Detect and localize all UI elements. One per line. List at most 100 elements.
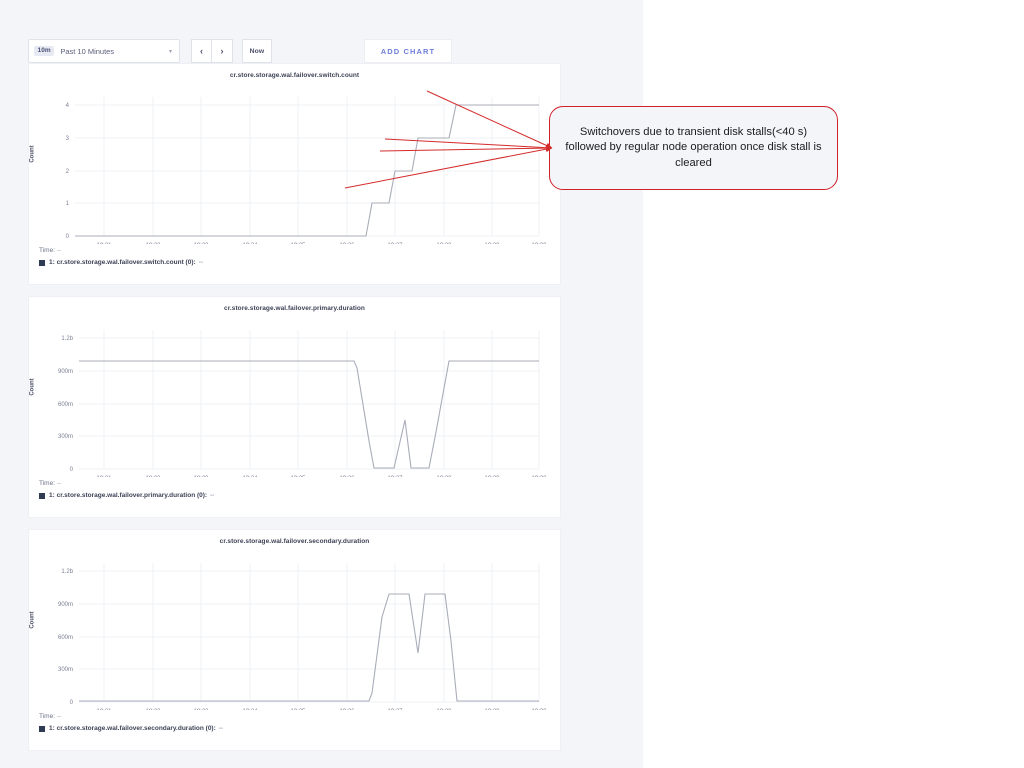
x-tick-labels: 19:21 19:22 19:23 19:24 19:25 19:26 19:2…	[96, 243, 547, 244]
svg-text:19:30: 19:30	[531, 709, 547, 710]
plot-area[interactable]: Count	[29, 545, 562, 710]
svg-text:19:23: 19:23	[193, 709, 209, 710]
y-tick-labels: 0 300m 600m 900m 1.2b	[58, 336, 74, 473]
svg-text:0: 0	[66, 234, 70, 240]
svg-text:2: 2	[66, 169, 70, 175]
svg-text:19:30: 19:30	[531, 476, 547, 477]
legend-color-swatch	[39, 492, 45, 499]
svg-text:19:23: 19:23	[193, 476, 209, 477]
y-tick-labels: 0 300m 600m 900m 1.2b	[58, 569, 74, 706]
svg-text:19:26: 19:26	[339, 709, 355, 710]
svg-text:1.2b: 1.2b	[61, 336, 73, 342]
annotation-text: Switchovers due to transient disk stalls…	[565, 125, 822, 169]
legend-time-value: --	[56, 713, 62, 720]
chart-title: cr.store.storage.wal.failover.secondary.…	[219, 538, 370, 545]
svg-text:19:24: 19:24	[242, 243, 258, 244]
plot-area[interactable]: Count	[29, 312, 562, 477]
y-tick-labels: 0 1 2 3 4	[66, 103, 70, 240]
chart-svg: 0 300m 600m 900m 1.2b 19:21 19:22 19:23 …	[58, 330, 547, 477]
svg-text:19:21: 19:21	[96, 243, 112, 244]
svg-text:19:30: 19:30	[531, 243, 547, 244]
legend-time-row: Time: --	[39, 713, 223, 720]
svg-text:19:25: 19:25	[290, 709, 306, 710]
svg-text:19:29: 19:29	[484, 243, 500, 244]
chart-card-primary-duration: cr.store.storage.wal.failover.primary.du…	[28, 296, 561, 518]
legend-time-row: Time: --	[39, 247, 203, 254]
grid-horizontal	[79, 337, 539, 470]
legend-time-value: --	[56, 247, 62, 254]
grid-vertical	[103, 97, 540, 236]
grid-vertical	[103, 563, 540, 702]
legend-series-label: 1: cr.store.storage.wal.failover.switch.…	[49, 259, 196, 266]
svg-text:19:28: 19:28	[436, 476, 452, 477]
chart-card-secondary-duration: cr.store.storage.wal.failover.secondary.…	[28, 529, 561, 751]
svg-text:4: 4	[66, 103, 70, 109]
x-tick-labels: 19:21 19:22 19:23 19:24 19:25 19:26 19:2…	[96, 709, 547, 710]
legend-time-label: Time:	[39, 480, 56, 487]
chart-title: cr.store.storage.wal.failover.switch.cou…	[229, 72, 360, 79]
chart-legend: Time: -- 1: cr.store.storage.wal.failove…	[39, 247, 203, 266]
series-line	[79, 593, 539, 702]
legend-time-value: --	[56, 480, 62, 487]
svg-text:19:25: 19:25	[290, 476, 306, 477]
legend-series-value: --	[210, 492, 215, 499]
grid-horizontal	[79, 570, 539, 703]
svg-text:19:28: 19:28	[436, 243, 452, 244]
svg-text:1: 1	[66, 201, 70, 207]
chevron-down-icon: ▾	[168, 48, 172, 55]
plot-area[interactable]: Count	[29, 79, 562, 244]
svg-text:19:28: 19:28	[436, 709, 452, 710]
svg-text:600m: 600m	[58, 402, 73, 408]
prev-range-button[interactable]: ‹	[191, 39, 212, 63]
svg-text:19:29: 19:29	[484, 476, 500, 477]
time-range-label: Past 10 Minutes	[60, 46, 115, 56]
legend-series-row[interactable]: 1: cr.store.storage.wal.failover.switch.…	[39, 259, 203, 266]
svg-text:1.2b: 1.2b	[61, 569, 73, 575]
svg-text:3: 3	[66, 136, 70, 142]
svg-text:19:25: 19:25	[290, 243, 306, 244]
svg-text:19:29: 19:29	[484, 709, 500, 710]
grid-horizontal	[75, 104, 539, 237]
svg-text:19:26: 19:26	[339, 243, 355, 244]
next-range-button[interactable]: ›	[212, 39, 233, 63]
svg-text:900m: 900m	[58, 369, 73, 375]
legend-series-label: 1: cr.store.storage.wal.failover.seconda…	[49, 725, 216, 732]
chart-legend: Time: -- 1: cr.store.storage.wal.failove…	[39, 480, 214, 499]
legend-color-swatch	[39, 725, 45, 732]
time-range-badge: 10m	[34, 45, 55, 57]
legend-series-row[interactable]: 1: cr.store.storage.wal.failover.primary…	[39, 492, 214, 499]
x-tick-labels: 19:21 19:22 19:23 19:24 19:25 19:26 19:2…	[96, 476, 547, 477]
svg-text:19:22: 19:22	[145, 476, 161, 477]
legend-series-label: 1: cr.store.storage.wal.failover.primary…	[49, 492, 208, 499]
series-line	[79, 360, 539, 469]
svg-text:19:22: 19:22	[145, 243, 161, 244]
time-range-picker[interactable]: 10m Past 10 Minutes ▾	[28, 39, 180, 63]
annotation-callout: Switchovers due to transient disk stalls…	[549, 106, 838, 190]
grid-vertical	[103, 330, 540, 469]
legend-time-label: Time:	[39, 713, 56, 720]
chart-svg: 0 300m 600m 900m 1.2b 19:21 19:22 19:23 …	[58, 563, 547, 710]
legend-time-row: Time: --	[39, 480, 214, 487]
legend-series-row[interactable]: 1: cr.store.storage.wal.failover.seconda…	[39, 725, 223, 732]
svg-text:19:21: 19:21	[96, 476, 112, 477]
svg-text:0: 0	[70, 700, 74, 706]
chart-svg: 0 1 2 3 4 19:21 19:22 19:23 19:24 19:25 …	[66, 97, 547, 244]
add-chart-button[interactable]: ADD CHART	[364, 39, 452, 63]
legend-series-value: --	[218, 725, 224, 732]
svg-text:19:27: 19:27	[387, 476, 403, 477]
svg-text:19:24: 19:24	[242, 476, 258, 477]
chart-legend: Time: -- 1: cr.store.storage.wal.failove…	[39, 713, 223, 732]
legend-color-swatch	[39, 259, 45, 266]
svg-text:0: 0	[70, 467, 74, 473]
svg-text:600m: 600m	[58, 635, 73, 641]
svg-text:900m: 900m	[58, 602, 73, 608]
now-button[interactable]: Now	[242, 39, 272, 63]
svg-text:19:26: 19:26	[339, 476, 355, 477]
svg-text:19:27: 19:27	[387, 709, 403, 710]
svg-text:19:27: 19:27	[387, 243, 403, 244]
svg-text:19:23: 19:23	[193, 243, 209, 244]
time-nav-group: ‹ ›	[191, 39, 233, 63]
legend-series-value: --	[198, 259, 203, 266]
svg-text:300m: 300m	[58, 434, 73, 440]
